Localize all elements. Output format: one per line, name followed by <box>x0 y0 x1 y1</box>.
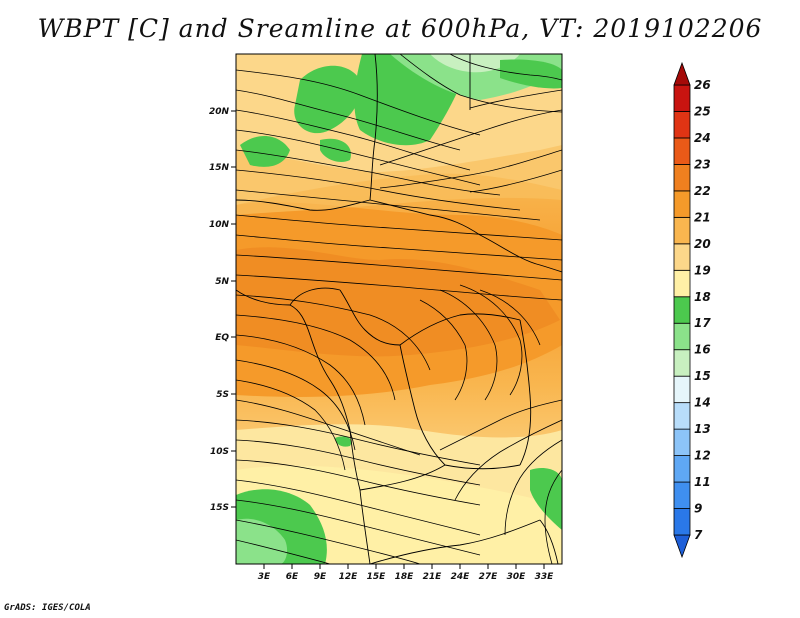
colorbar-label: 16 <box>694 343 711 357</box>
lon-label: 24E <box>451 572 471 582</box>
colorbar-label: 24 <box>694 131 711 145</box>
colorbar-segment <box>673 111 691 139</box>
colorbar-label: 22 <box>694 184 711 198</box>
lon-label: 21E <box>423 572 443 582</box>
grads-credit: GrADS: IGES/COLA <box>4 603 91 613</box>
lon-label: 30E <box>507 572 527 582</box>
lat-label: EQ <box>215 333 229 343</box>
colorbar-label: 9 <box>694 502 702 516</box>
colorbar-label: 25 <box>694 104 711 118</box>
colorbar-segment <box>673 84 691 112</box>
colorbar-label: 7 <box>694 528 703 542</box>
colorbar-segment <box>673 243 691 271</box>
colorbar-segment <box>673 190 691 218</box>
colorbar-label: 23 <box>694 157 711 171</box>
colorbar-segment <box>673 402 691 430</box>
lon-label: 27E <box>479 572 499 582</box>
colorbar-segment <box>673 428 691 456</box>
colorbar-segment <box>673 481 691 509</box>
colorbar-label: 14 <box>694 396 711 410</box>
colorbar-segment <box>673 296 691 324</box>
lon-label: 12E <box>339 572 359 582</box>
colorbar-label: 17 <box>694 316 711 330</box>
lon-label: 9E <box>314 572 327 582</box>
lat-label: 15N <box>209 163 230 173</box>
colorbar-segment <box>673 455 691 483</box>
colorbar-segment <box>673 164 691 192</box>
lat-labels: 20N 15N 10N 5N EQ 5S 10S 15S <box>209 107 230 513</box>
colorbar-segment <box>673 269 691 298</box>
lat-label: 5S <box>216 390 229 400</box>
colorbar-label: 18 <box>694 290 711 304</box>
lat-axis <box>231 110 236 508</box>
colorbar: 7 9 11 12 13 14 15 16 17 18 19 20 21 22 23 24 25 26 <box>673 61 711 559</box>
colorbar-label: 11 <box>694 475 711 489</box>
lat-label: 15S <box>210 503 229 513</box>
lon-label: 15E <box>367 572 387 582</box>
colorbar-segment <box>673 322 691 351</box>
colorbar-segment <box>673 137 691 165</box>
lat-label: 20N <box>209 107 230 117</box>
lat-label: 5N <box>215 277 229 287</box>
colorbar-segment <box>673 216 691 245</box>
lon-label: 3E <box>258 572 271 582</box>
colorbar-label: 20 <box>694 237 711 251</box>
map-field <box>236 54 562 564</box>
colorbar-label: 13 <box>694 422 711 436</box>
lon-label: 18E <box>395 572 415 582</box>
colorbar-segment <box>673 349 691 377</box>
colorbar-min-arrow <box>673 534 691 559</box>
lon-axis <box>263 564 545 569</box>
lat-label: 10N <box>209 220 230 230</box>
map-title: WBPT [C] and Sreamline at 600hPa, VT: 20… <box>37 14 763 43</box>
colorbar-segment <box>673 375 691 404</box>
colorbar-segment <box>673 508 691 536</box>
colorbar-label: 26 <box>694 78 711 92</box>
colorbar-max-arrow <box>673 61 691 86</box>
colorbar-label: 21 <box>694 210 711 224</box>
lon-label: 33E <box>535 572 555 582</box>
colorbar-label: 12 <box>694 449 711 463</box>
country-borders <box>236 54 562 564</box>
colorbar-label: 15 <box>694 369 711 383</box>
lon-label: 6E <box>286 572 299 582</box>
map-frame <box>235 53 563 565</box>
colorbar-label: 19 <box>694 263 711 277</box>
lon-labels: 3E 6E 9E 12E 15E 18E 21E 24E 27E 30E 33E <box>258 572 554 582</box>
lat-label: 10S <box>210 447 229 457</box>
